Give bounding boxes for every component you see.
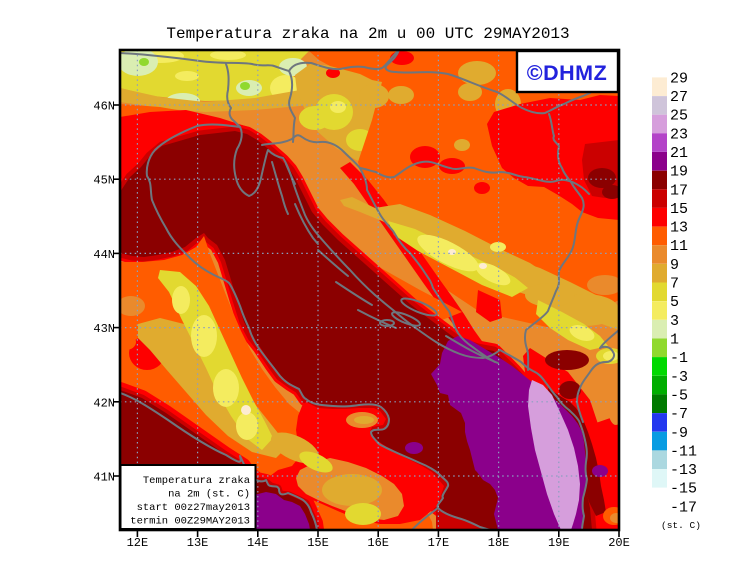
svg-text:3: 3 (670, 313, 679, 330)
svg-text:-11: -11 (670, 443, 697, 460)
svg-text:20E: 20E (608, 536, 630, 550)
svg-text:13E: 13E (187, 536, 209, 550)
svg-text:16E: 16E (367, 536, 389, 550)
svg-text:(st. C): (st. C) (661, 520, 701, 531)
svg-text:©DHMZ: ©DHMZ (527, 61, 607, 85)
svg-text:13: 13 (670, 220, 688, 237)
svg-text:9: 9 (670, 257, 679, 274)
svg-text:5: 5 (670, 294, 679, 311)
svg-text:-1: -1 (670, 350, 688, 367)
svg-text:-9: -9 (670, 425, 688, 442)
svg-text:17E: 17E (428, 536, 450, 550)
svg-text:21: 21 (670, 145, 688, 162)
svg-text:-7: -7 (670, 406, 688, 423)
svg-text:45N: 45N (93, 174, 115, 188)
svg-text:25: 25 (670, 108, 688, 125)
svg-text:start 00z27may2013: start 00z27may2013 (137, 502, 250, 514)
svg-text:14E: 14E (247, 536, 269, 550)
svg-text:18E: 18E (488, 536, 510, 550)
svg-text:41N: 41N (93, 471, 115, 485)
svg-text:-13: -13 (670, 462, 697, 479)
svg-text:Temperatura zraka: Temperatura zraka (143, 475, 250, 487)
svg-text:27: 27 (670, 89, 688, 106)
svg-text:-5: -5 (670, 387, 688, 404)
svg-text:42N: 42N (93, 396, 115, 410)
svg-text:17: 17 (670, 182, 688, 199)
svg-text:na 2m (st. C): na 2m (st. C) (168, 489, 250, 501)
svg-text:44N: 44N (93, 248, 115, 262)
svg-text:termin 00Z29MAY2013: termin 00Z29MAY2013 (130, 516, 250, 528)
svg-text:15: 15 (670, 201, 688, 218)
svg-text:1: 1 (670, 332, 679, 349)
svg-text:23: 23 (670, 126, 688, 143)
svg-text:Temperatura zraka na 2m u 00 U: Temperatura zraka na 2m u 00 UTC 29MAY20… (166, 25, 569, 43)
svg-text:43N: 43N (93, 322, 115, 336)
svg-text:-17: -17 (670, 499, 697, 516)
svg-text:-15: -15 (670, 481, 697, 498)
svg-text:12E: 12E (127, 536, 149, 550)
svg-text:29: 29 (670, 70, 688, 87)
svg-text:19E: 19E (548, 536, 570, 550)
svg-text:15E: 15E (307, 536, 329, 550)
svg-text:19: 19 (670, 164, 688, 181)
svg-text:-3: -3 (670, 369, 688, 386)
svg-text:46N: 46N (93, 100, 115, 114)
svg-text:7: 7 (670, 276, 679, 293)
svg-text:11: 11 (670, 238, 688, 255)
